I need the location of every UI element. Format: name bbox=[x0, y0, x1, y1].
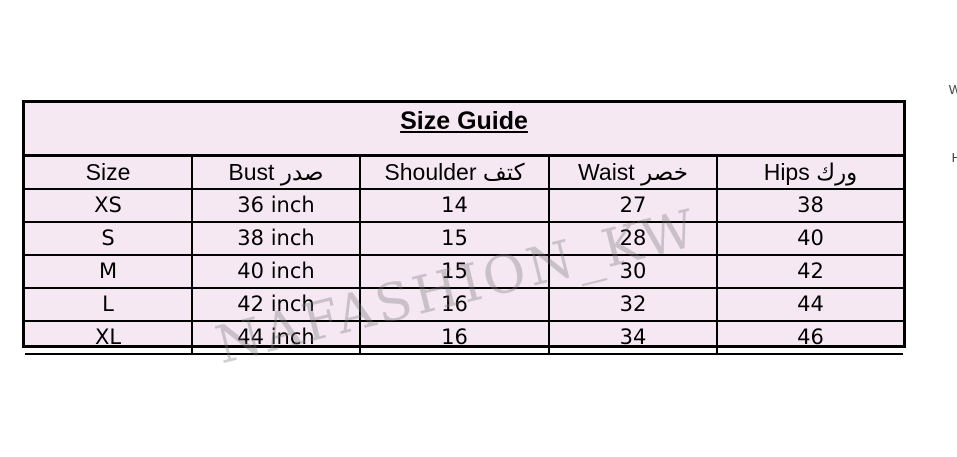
table-cell: 38 bbox=[797, 193, 824, 217]
table-cell: 36 inch bbox=[193, 190, 361, 221]
table-title: Size Guide bbox=[25, 103, 903, 157]
table-cell: 46 bbox=[797, 325, 824, 349]
table-cell: 42 bbox=[797, 259, 824, 283]
header-cell: Waist خصر bbox=[550, 157, 718, 188]
table-row: M 40 inch 15 30 42 bbox=[25, 256, 903, 289]
header-cell: Bust صدر bbox=[193, 157, 361, 188]
table-cell: 16 bbox=[361, 322, 550, 353]
table-cell: M bbox=[25, 256, 193, 287]
table-row: XL 44 inch 16 34 46 bbox=[25, 322, 903, 355]
cropped-text-fragment: H bbox=[951, 150, 957, 165]
table-cell: 15 bbox=[361, 256, 550, 287]
cropped-text-fragment: W bbox=[948, 82, 957, 97]
table-cell: 28 bbox=[550, 223, 718, 254]
size-guide-table: Size Guide Size Bust صدر Shoulder كتف Wa… bbox=[22, 100, 906, 376]
table-cell: XL bbox=[25, 322, 193, 353]
header-cell: Shoulder كتف bbox=[361, 157, 550, 188]
title-text: Size Guide bbox=[400, 107, 528, 135]
table-cell: 38 inch bbox=[193, 223, 361, 254]
table-cell: 27 bbox=[550, 190, 718, 221]
table-cell: 40 bbox=[797, 226, 824, 250]
table-cell: S bbox=[25, 223, 193, 254]
table-cell: 15 bbox=[361, 223, 550, 254]
table-cell: 42 inch bbox=[193, 289, 361, 320]
table-cell: 16 bbox=[361, 289, 550, 320]
table-row: L 42 inch 16 32 44 bbox=[25, 289, 903, 322]
table-row: XS 36 inch 14 27 38 bbox=[25, 190, 903, 223]
table-cell: L bbox=[25, 289, 193, 320]
table-cell: 44 inch bbox=[193, 322, 361, 353]
table-cell: 40 inch bbox=[193, 256, 361, 287]
table-cell: XS bbox=[25, 190, 193, 221]
header-cell: Size bbox=[25, 157, 193, 188]
table-cell: 32 bbox=[550, 289, 718, 320]
table-cell: 34 bbox=[550, 322, 718, 353]
table-row: S 38 inch 15 28 40 bbox=[25, 223, 903, 256]
table-cell: 30 bbox=[550, 256, 718, 287]
table-cell: 14 bbox=[361, 190, 550, 221]
table-cell: 44 bbox=[797, 292, 824, 316]
header-row: Size Bust صدر Shoulder كتف Waist خصر Hip… bbox=[25, 157, 903, 190]
header-cell: Hips ورك bbox=[763, 159, 858, 185]
